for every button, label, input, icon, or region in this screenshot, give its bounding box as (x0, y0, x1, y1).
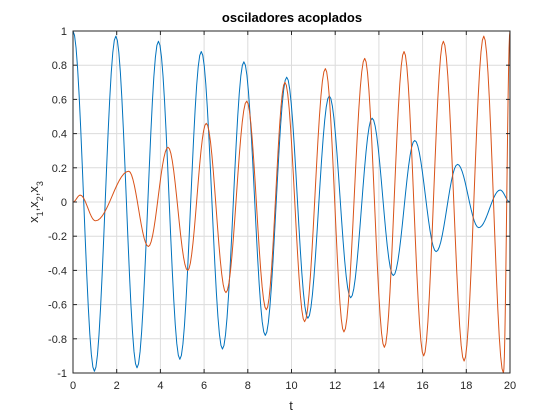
series-lines (72, 30, 511, 374)
y-label-part: ,x (26, 201, 41, 212)
y-label-subscript: 3 (35, 181, 45, 186)
chart-title: osciladores acoplados (222, 10, 362, 25)
series-line-2 (72, 30, 511, 374)
y-tick-label: -0.8 (48, 334, 67, 346)
x-tick-label: 20 (504, 380, 516, 392)
x-tick-label: 2 (114, 380, 120, 392)
x-axis-label: t (289, 398, 293, 413)
x-tick-label: 6 (201, 380, 207, 392)
y-tick-label: -1 (57, 368, 67, 380)
y-tick-label: 0 (61, 197, 67, 209)
y-label-part: ,x (26, 186, 41, 197)
y-label-subscript: 2 (35, 196, 45, 201)
y-tick-label: -0.2 (48, 231, 67, 243)
series-line-1 (72, 30, 511, 372)
x-tick-label: 4 (157, 380, 163, 392)
x-tick-label: 14 (373, 380, 385, 392)
y-tick-label: -0.4 (48, 265, 67, 277)
x-tick-label: 10 (285, 380, 297, 392)
x-tick-label: 8 (245, 380, 251, 392)
y-tick-label: -0.6 (48, 300, 67, 312)
x-tick-label: 16 (416, 380, 428, 392)
y-label-part: x (26, 216, 41, 223)
y-tick-label: 1 (61, 26, 67, 38)
x-axis-ticks: 0 2 4 6 8 10 12 14 16 18 20 (70, 31, 516, 392)
y-tick-label: 0.4 (52, 129, 67, 141)
x-tick-label: 18 (460, 380, 472, 392)
y-tick-label: 0.2 (52, 163, 67, 175)
y-tick-label: 0.8 (52, 60, 67, 72)
x-tick-label: 12 (329, 380, 341, 392)
x-tick-label: 0 (70, 380, 76, 392)
y-label-subscript: 1 (35, 211, 45, 216)
y-axis-ticks: -1 -0.8 -0.6 -0.4 -0.2 0 0.2 0.4 0.6 0.8 1 (48, 26, 510, 380)
y-tick-label: 0.6 (52, 94, 67, 106)
y-axis-label: x1,x2,x3 (26, 181, 45, 223)
